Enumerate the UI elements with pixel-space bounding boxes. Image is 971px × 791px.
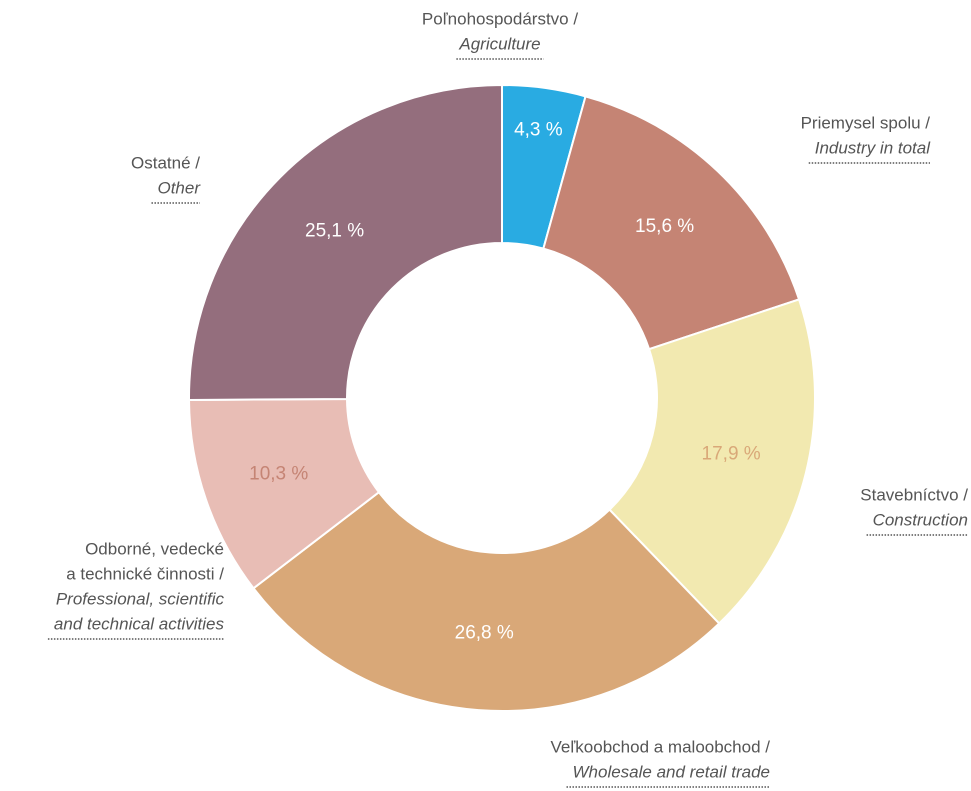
category-label: Veľkoobchod a maloobchod / Wholesale and …	[550, 737, 770, 788]
donut-slice	[188, 83, 503, 401]
category-label-sk: a technické činnosti /	[66, 564, 224, 583]
category-label-en: Construction	[873, 510, 968, 529]
category-label: Priemysel spolu / Industry in total	[801, 113, 932, 164]
value-label: 4,3 %	[514, 119, 563, 140]
value-label: 26,8 %	[455, 622, 514, 643]
category-label-en: and technical activities	[54, 614, 225, 633]
donut-slice	[608, 298, 816, 625]
category-label-sk: Ostatné /	[131, 153, 200, 172]
donut-slice	[252, 490, 721, 712]
value-label: 15,6 %	[635, 216, 694, 237]
category-label: Poľnohospodárstvo / Agriculture	[422, 9, 578, 60]
category-label-sk: Veľkoobchod a maloobchod /	[550, 737, 770, 756]
category-label-en: Wholesale and retail trade	[572, 762, 770, 781]
category-label-en: Other	[157, 178, 201, 197]
donut-slice	[542, 95, 801, 351]
category-label: Odborné, vedecké a technické činnosti / Pr…	[47, 539, 225, 640]
category-label: Stavebníctvo / Construction	[860, 485, 968, 536]
category-label: Ostatné / Other	[131, 153, 201, 204]
value-label: 10,3 %	[249, 463, 308, 484]
category-label-sk: Stavebníctvo /	[860, 485, 968, 504]
category-label-sk: Odborné, vedecké	[85, 539, 224, 558]
category-label-en: Industry in total	[815, 138, 932, 157]
category-label-sk: Poľnohospodárstvo /	[422, 9, 578, 28]
value-label: 25,1 %	[305, 221, 364, 242]
value-label: 17,9 %	[702, 444, 761, 465]
category-label-en: Agriculture	[458, 34, 540, 53]
category-label-sk: Priemysel spolu /	[801, 113, 931, 132]
category-label-en: Professional, scientific	[56, 589, 225, 608]
